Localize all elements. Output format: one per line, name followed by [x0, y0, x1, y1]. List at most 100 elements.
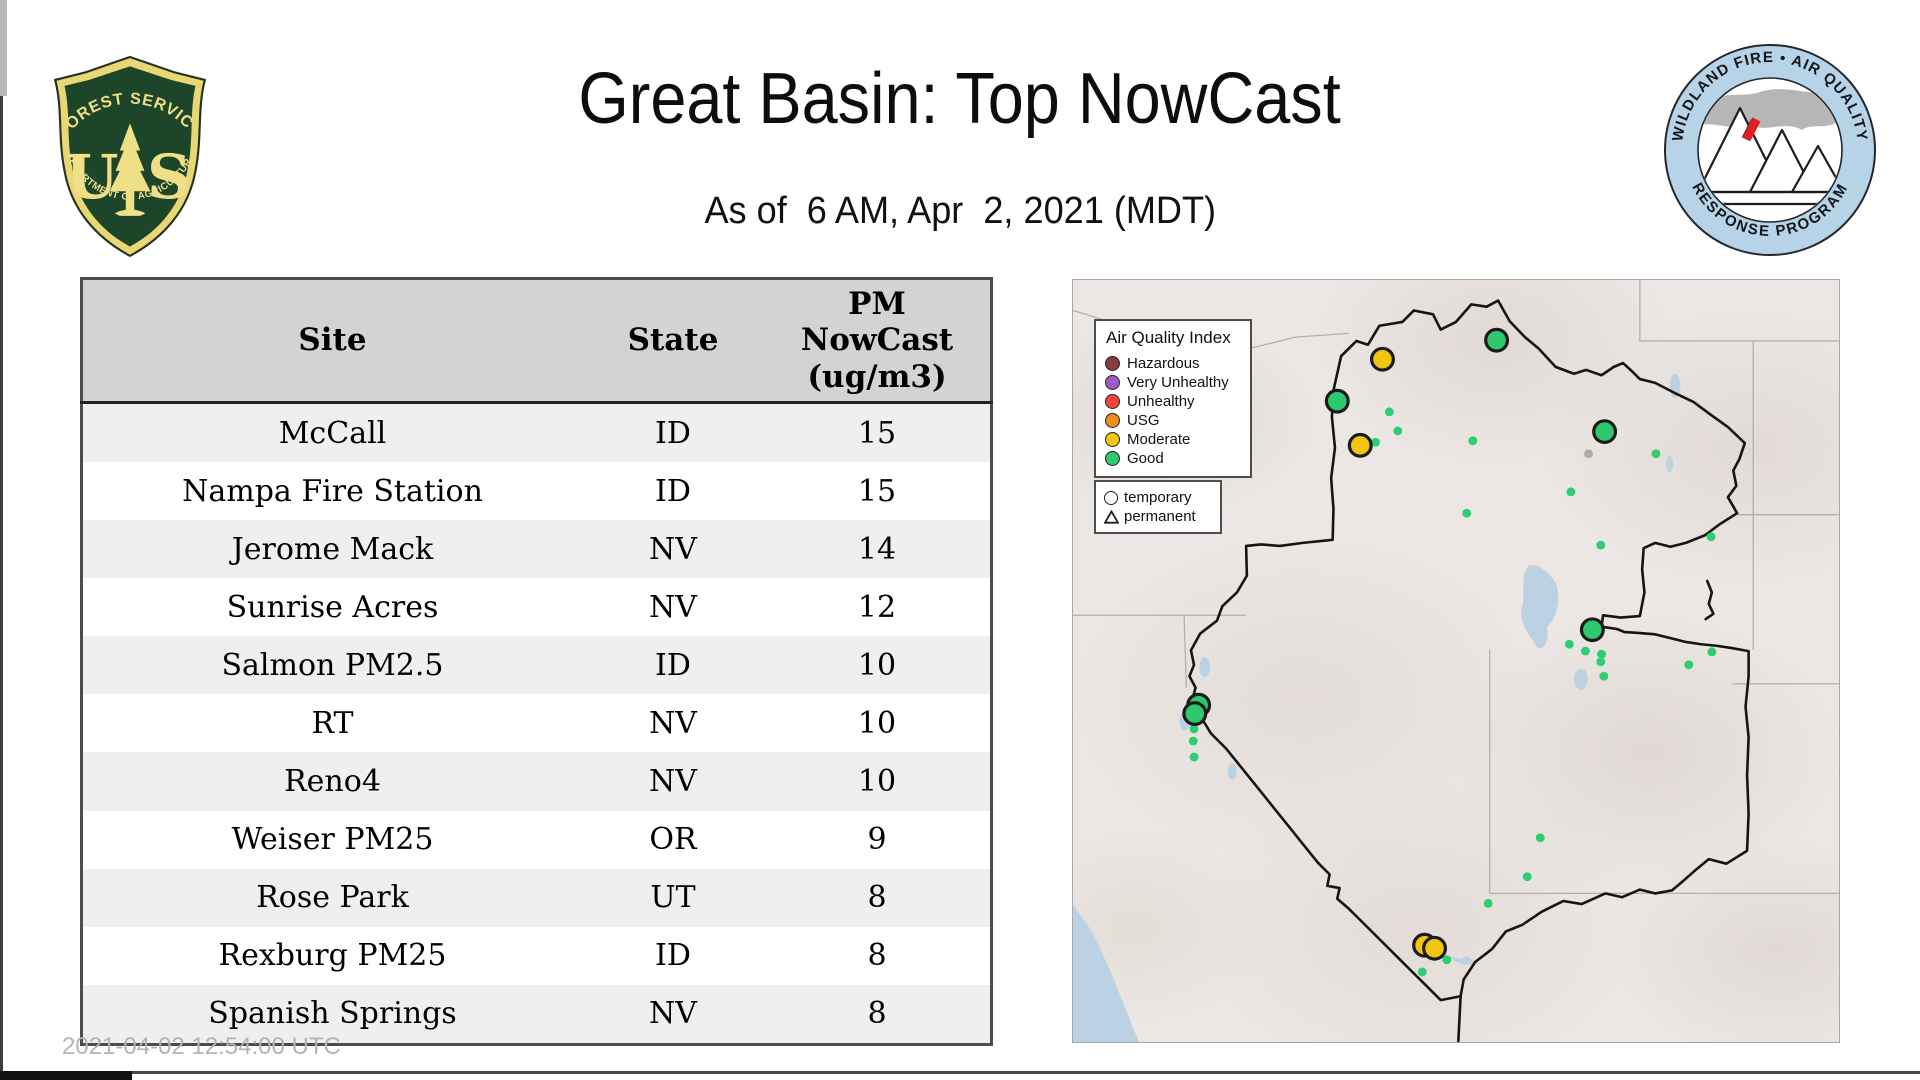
site-cell: Rose Park	[256, 880, 409, 916]
aqi-color-swatch-icon	[1105, 450, 1120, 466]
monitor-dot	[1393, 426, 1403, 436]
temporary-monitor-marker	[1326, 390, 1348, 412]
monitor-dot	[1189, 724, 1199, 734]
state-cell: ID	[655, 473, 691, 509]
table-row: Sunrise Acres NV 12	[81, 578, 992, 637]
site-cell: McCall	[278, 415, 387, 451]
monitor-dot	[1535, 833, 1545, 843]
site-cell: Rexburg PM25	[218, 938, 447, 974]
state-cell: NV	[649, 589, 697, 625]
pyramid-lake	[1199, 657, 1211, 678]
aqi-legend-item: Very Unhealthy	[1104, 373, 1242, 391]
site-cell: Salmon PM2.5	[221, 647, 444, 683]
symbol-legend: temporary permanent	[1094, 480, 1222, 534]
col-header-value: PM NowCast (ug/m3)	[764, 278, 992, 404]
aqi-legend-item: Unhealthy	[1104, 392, 1242, 410]
aqi-legend-label: Hazardous	[1127, 354, 1200, 372]
temporary-monitor-marker	[1184, 703, 1206, 725]
symbol-legend-temporary: temporary	[1104, 488, 1214, 507]
value-cell: 14	[857, 531, 897, 567]
table-header-row: Site State PM NowCast (ug/m3)	[81, 278, 992, 404]
monitor-dot	[1707, 647, 1717, 657]
monitor-dot	[1522, 872, 1532, 882]
monitor-dot	[1596, 657, 1606, 667]
site-cell: Reno4	[284, 764, 381, 799]
nowcast-table: Site State PM NowCast (ug/m3) McCall ID 15…	[80, 277, 993, 1046]
value-cell: 8	[867, 880, 887, 916]
aqi-color-swatch-icon	[1105, 431, 1120, 447]
table-row: Weiser PM25 OR 9	[81, 810, 992, 869]
state-cell: NV	[649, 705, 697, 741]
site-cell: RT	[311, 705, 354, 741]
aqi-legend-label: Moderate	[1127, 430, 1191, 448]
table-body: McCall ID 15 Nampa Fire Station ID 15 Jerome M…	[81, 402, 992, 1045]
svg-text:U: U	[65, 142, 118, 213]
state-cell: ID	[655, 647, 691, 683]
temporary-monitor-marker	[1486, 329, 1508, 351]
state-cell: UT	[650, 880, 696, 916]
table-row: Nampa Fire Station ID 15	[81, 462, 992, 521]
wfaqrp-logo-icon: WILDLAND FIRE • AIR QUALITY RESPONSE PRO…	[1664, 44, 1876, 256]
utah-lake	[1573, 668, 1588, 690]
monitor-dot	[1596, 540, 1606, 550]
symbol-legend-permanent: permanent	[1104, 507, 1214, 526]
col-header-site: Site	[81, 278, 582, 404]
flaming-gorge	[1666, 456, 1674, 473]
monitor-dot	[1483, 898, 1493, 908]
monitor-dot	[1651, 449, 1661, 459]
table-row: Rose Park UT 8	[81, 868, 992, 927]
generated-timestamp: 2021-04-02 12:54:00 UTC	[62, 1033, 341, 1060]
monitor-map: Air Quality Index Hazardous Very Unhealth…	[1072, 279, 1840, 1043]
aqi-color-swatch-icon	[1105, 393, 1120, 409]
aqi-legend-item: Good	[1104, 449, 1242, 467]
wfaqrp-logo: WILDLAND FIRE • AIR QUALITY RESPONSE PRO…	[1660, 40, 1880, 260]
lake-mead	[1448, 955, 1477, 966]
monitor-dot	[1706, 532, 1716, 542]
site-cell: Spanish Springs	[208, 996, 457, 1032]
value-cell: 15	[857, 415, 897, 451]
site-cell: Nampa Fire Station	[182, 473, 483, 509]
temporary-monitor-marker	[1594, 421, 1616, 443]
window-bottom-edge	[0, 1071, 1920, 1074]
monitor-dot	[1584, 449, 1593, 459]
lakes-layer	[1073, 373, 1681, 1042]
site-cell: Jerome Mack	[231, 531, 434, 567]
window-bottom-corner	[0, 1071, 132, 1080]
site-cell: Sunrise Acres	[226, 589, 439, 625]
monitor-dot	[1564, 639, 1574, 649]
site-cell: Weiser PM25	[231, 822, 434, 858]
aqi-legend-item: Hazardous	[1104, 354, 1242, 372]
value-cell: 9	[867, 822, 887, 858]
monitor-dot	[1188, 736, 1198, 746]
value-cell: 15	[857, 473, 897, 509]
value-cell: 8	[867, 938, 887, 974]
table-row: Jerome Mack NV 14	[81, 520, 992, 579]
aqi-legend-items: Hazardous Very Unhealthy Unhealthy USG Moder…	[1104, 354, 1242, 467]
window-left-top-edge	[0, 0, 7, 96]
monitor-dot	[1581, 646, 1590, 656]
permanent-triangle-icon	[1104, 509, 1119, 524]
value-cell: 12	[857, 589, 897, 625]
table-row: RT NV 10	[81, 694, 992, 753]
forest-service-shield-icon: FOREST SERVICE U S DEPARTMENT OF AGRICUL…	[39, 38, 207, 258]
aqi-legend-label: Unhealthy	[1127, 392, 1195, 410]
aqi-legend-label: USG	[1127, 411, 1160, 429]
state-cell: NV	[649, 996, 697, 1032]
temporary-monitor-marker	[1372, 348, 1394, 370]
temporary-circle-icon	[1104, 490, 1118, 505]
monitor-dot	[1371, 437, 1381, 447]
value-cell: 10	[857, 705, 897, 741]
great-basin-boundary	[1189, 301, 1748, 1042]
monitor-dot	[1384, 407, 1394, 417]
col-header-state: State	[582, 278, 764, 404]
walker-lake	[1227, 763, 1237, 780]
map-graphic	[1073, 280, 1839, 1042]
aqi-legend-label: Good	[1127, 449, 1164, 467]
window-left-edge	[0, 0, 3, 1080]
value-cell: 8	[867, 996, 887, 1032]
great-salt-lake	[1521, 565, 1559, 649]
monitor-dot	[1417, 967, 1427, 977]
state-cell: NV	[649, 531, 697, 567]
temporary-monitor-markers	[1184, 329, 1616, 959]
